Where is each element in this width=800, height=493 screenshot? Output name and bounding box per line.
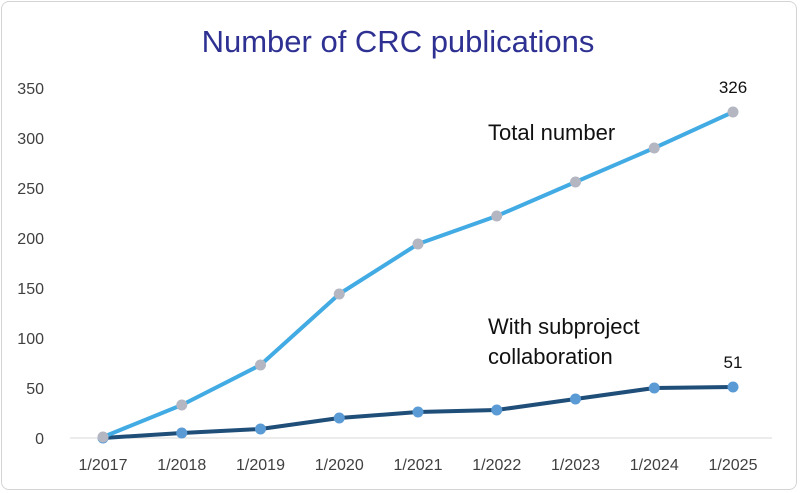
data-point (648, 382, 660, 394)
x-tick-label: 1/2021 (394, 457, 443, 474)
y-tick-label: 50 (26, 381, 44, 398)
x-tick-label: 1/2022 (472, 457, 521, 474)
data-point (727, 106, 739, 118)
data-point (412, 238, 424, 250)
data-point (570, 393, 581, 405)
x-tick-label: 1/2024 (630, 457, 679, 474)
x-tick-label: 1/2018 (157, 457, 206, 474)
data-label: 51 (724, 353, 743, 372)
data-point (491, 210, 503, 222)
series-annotation: Total number (488, 120, 615, 145)
y-tick-label: 350 (17, 81, 44, 98)
x-tick-label: 1/2019 (236, 457, 285, 474)
series-0-markers (97, 106, 739, 443)
series-1-markers (97, 381, 739, 444)
data-point (727, 381, 739, 393)
data-point (255, 359, 266, 371)
axes: 0 50 100 150 200 250 300 350 1/2017 1/2018 1/2019 1… (17, 81, 772, 474)
x-tick-label: 1/2017 (79, 457, 128, 474)
data-point (333, 288, 345, 300)
y-tick-label: 250 (17, 181, 44, 198)
data-point (491, 404, 503, 416)
chart-title: Number of CRC publications (202, 24, 595, 59)
series-annotation: With subproject (488, 314, 640, 339)
data-point (648, 142, 660, 154)
y-tick-label: 100 (17, 331, 44, 348)
data-point (412, 406, 424, 418)
data-point (97, 431, 109, 443)
data-point (176, 427, 188, 439)
series-layer (97, 106, 739, 444)
data-point (333, 412, 345, 424)
x-tick-label: 1/2025 (709, 457, 758, 474)
y-tick-label: 300 (17, 131, 44, 148)
annotation-layer: 326 51 Total number With subproject collabor… (488, 78, 747, 372)
y-tick-label: 0 (35, 431, 44, 448)
x-tick-label: 1/2020 (315, 457, 364, 474)
y-tick-label: 150 (17, 281, 44, 298)
data-point (570, 176, 581, 188)
data-point (255, 423, 266, 435)
data-label: 326 (719, 78, 747, 97)
data-point (176, 399, 188, 411)
x-tick-label: 1/2023 (551, 457, 600, 474)
series-annotation: collaboration (488, 344, 613, 369)
y-tick-label: 200 (17, 231, 44, 248)
